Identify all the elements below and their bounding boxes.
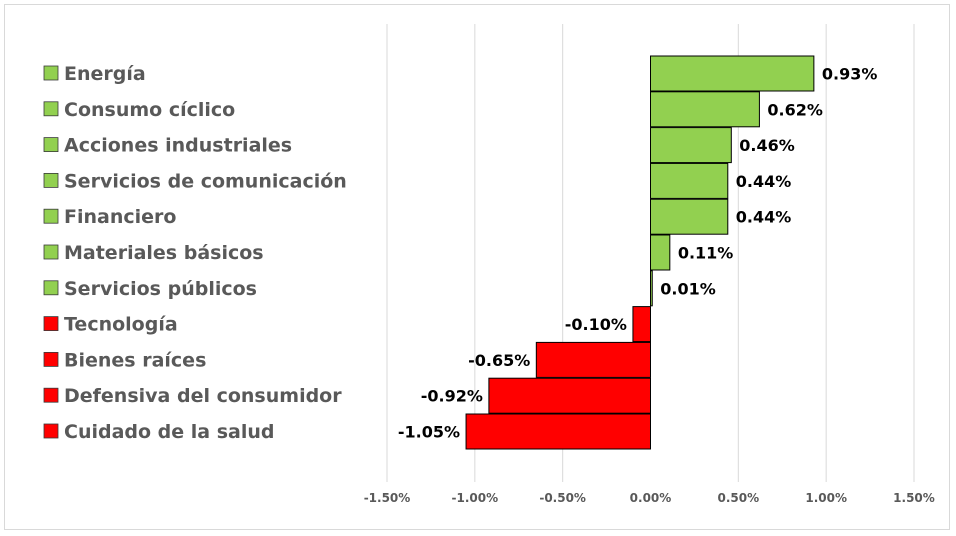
legend-swatch [43, 101, 59, 117]
legend-entry: Cuidado de la salud [64, 421, 275, 443]
bar [535, 341, 651, 378]
legend-swatch [43, 280, 59, 296]
legend-entry: Energía [64, 63, 146, 85]
legend-entry: Bienes raíces [64, 349, 206, 371]
bar [650, 91, 760, 128]
legend-swatch [43, 65, 59, 81]
legend-entry: Materiales básicos [64, 242, 264, 264]
data-label: -0.65% [468, 351, 530, 370]
data-label: -0.92% [421, 387, 483, 406]
bar [650, 270, 653, 307]
bar [650, 162, 729, 199]
x-tick-label: 0.50% [718, 491, 760, 505]
x-tick-label: -0.50% [539, 491, 586, 505]
legend-entry: Consumo cíclico [64, 99, 235, 121]
grid-lines [386, 24, 915, 482]
legend-swatch [43, 423, 59, 439]
x-tick-labels: -1.50% -1.00% -0.50% 0.00% 0.50% 1.00% 1.50% [364, 491, 935, 505]
data-label: 0.11% [678, 244, 734, 263]
data-label: -0.10% [565, 315, 627, 334]
bar [650, 55, 815, 92]
legend-swatch [43, 351, 59, 367]
data-label: 0.44% [736, 172, 792, 191]
legend-swatch [43, 172, 59, 188]
x-tick-label: -1.50% [364, 491, 411, 505]
data-label: 0.62% [767, 100, 823, 119]
legend-entry: Servicios de comunicación [64, 170, 347, 192]
legend-swatch [43, 137, 59, 153]
x-tick-label: -1.00% [452, 491, 499, 505]
bar [650, 234, 671, 271]
legend-swatch [43, 316, 59, 332]
legend-entry: Acciones industriales [64, 135, 292, 157]
data-label: 0.93% [822, 65, 878, 84]
x-tick-label: 0.00% [630, 491, 672, 505]
bar [632, 306, 652, 343]
x-tick-label: 1.50% [893, 491, 935, 505]
bar [650, 127, 732, 164]
legend-entry: Tecnología [64, 314, 178, 336]
x-tick-label: 1.00% [805, 491, 847, 505]
bar [488, 377, 651, 414]
data-label: 0.46% [739, 136, 795, 155]
data-labels: 0.93%0.62%0.46%0.44%0.44%0.11%0.01%-0.10… [398, 65, 877, 442]
legend: Energía Consumo cíclico Acciones industria… [43, 63, 347, 443]
legend-entry: Financiero [64, 206, 176, 228]
bars [465, 55, 815, 450]
bar [465, 413, 651, 450]
legend-swatch [43, 244, 59, 260]
legend-swatch [43, 208, 59, 224]
data-label: -1.05% [398, 423, 460, 442]
legend-swatch [43, 387, 59, 403]
data-label: 0.44% [736, 208, 792, 227]
data-label: 0.01% [660, 279, 716, 298]
legend-entry: Defensiva del consumidor [64, 385, 342, 407]
legend-entry: Servicios públicos [64, 278, 257, 300]
bar [650, 198, 729, 235]
